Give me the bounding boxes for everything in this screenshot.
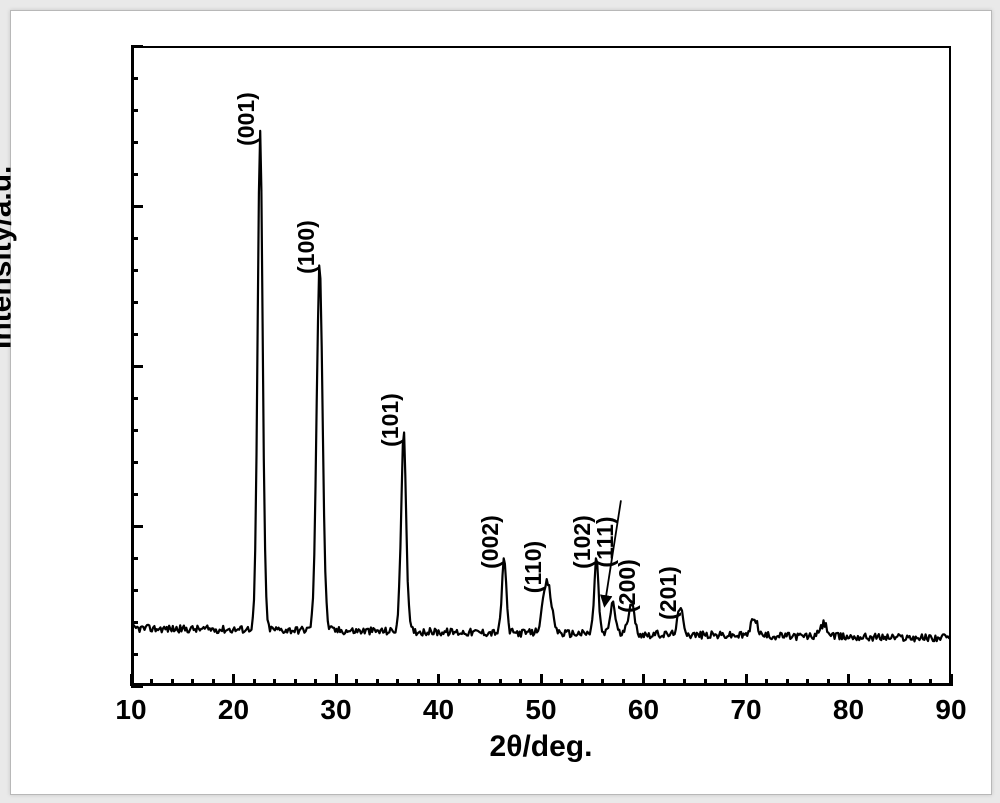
y-axis-label: Intensity/a.u. xyxy=(0,166,18,349)
x-tick-label: 80 xyxy=(833,694,864,726)
peak-label: (110) xyxy=(520,541,547,593)
peak-label: (002) xyxy=(477,515,504,569)
plot-area: (001)(100)(101)(002)(110)(102)(111)(200)… xyxy=(131,46,951,686)
x-tick-label: 50 xyxy=(525,694,556,726)
x-tick-label: 30 xyxy=(320,694,351,726)
peak-label: (100) xyxy=(293,220,320,274)
x-tick-label: 70 xyxy=(730,694,761,726)
peak-label: (201) xyxy=(655,566,682,620)
peak-label: (200) xyxy=(614,560,641,614)
peak-label: (001) xyxy=(233,92,260,146)
x-axis-label: 2θ/deg. xyxy=(490,730,593,764)
x-tick-label: 20 xyxy=(218,694,249,726)
x-tick-label: 60 xyxy=(628,694,659,726)
x-tick-label: 10 xyxy=(115,694,146,726)
x-tick-label: 40 xyxy=(423,694,454,726)
x-tick-label: 90 xyxy=(935,694,966,726)
figure-sheet: (001)(100)(101)(002)(110)(102)(111)(200)… xyxy=(10,10,992,795)
peak-label: (101) xyxy=(377,393,404,447)
